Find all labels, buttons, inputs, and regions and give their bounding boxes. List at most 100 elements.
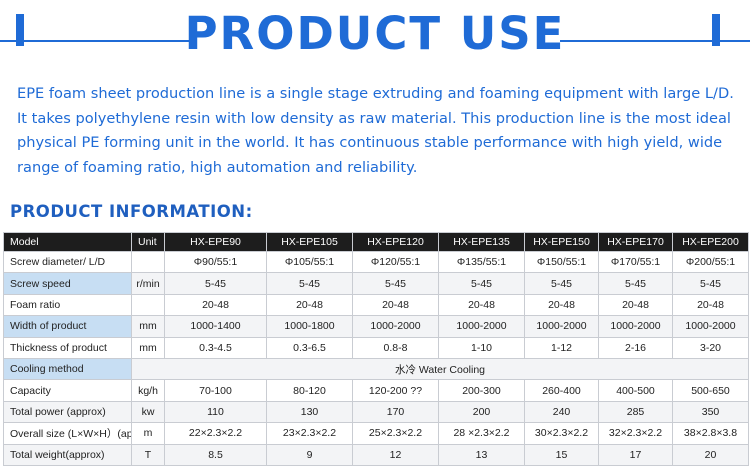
table-cell: Φ120/55:1 <box>352 250 439 274</box>
spec-table: Model Unit HX-EPE90 HX-EPE105 HX-EPE120 HX-EP… <box>3 232 749 466</box>
row-label: Total weight(approx) <box>3 443 132 466</box>
table-cell: 5-45 <box>438 272 525 295</box>
table-cell: 20-48 <box>438 293 525 317</box>
table-cell: 285 <box>598 400 673 424</box>
table-cell: 38×2.8×3.8 <box>672 422 749 445</box>
table-cell: Φ90/55:1 <box>164 250 267 274</box>
table-cell: 120-200 ?? <box>352 379 439 402</box>
table-row: Overall size (L×W×H）(approx)m22×2.3×2.22… <box>3 422 749 445</box>
row-label: Width of product <box>3 315 132 338</box>
table-cell: Φ170/55:1 <box>598 250 673 274</box>
table-cell: 500-650 <box>672 379 749 402</box>
table-cell: 20-48 <box>352 293 439 317</box>
banner-bar-right <box>712 14 720 46</box>
table-cell: 1000-2000 <box>438 315 525 338</box>
header-banner: PRODUCT USE <box>0 0 750 62</box>
table-cell: 0.3-4.5 <box>164 336 267 359</box>
header-model-name: HX-EPE135 <box>438 232 525 252</box>
table-cell: 110 <box>164 400 267 424</box>
table-cell: 13 <box>438 443 525 466</box>
table-header-row: Model Unit HX-EPE90 HX-EPE105 HX-EPE120 HX-EP… <box>3 232 749 252</box>
table-cell: 1000-1400 <box>164 315 267 338</box>
table-cell: 20 <box>672 443 749 466</box>
table-cell: 70-100 <box>164 379 267 402</box>
table-cell: Φ105/55:1 <box>266 250 353 274</box>
table-cell: 5-45 <box>598 272 673 295</box>
table-cell: 200-300 <box>438 379 525 402</box>
table-cell: 20-48 <box>598 293 673 317</box>
table-cell: 240 <box>524 400 599 424</box>
banner-line-right <box>560 40 750 42</box>
banner-bar-left <box>16 14 24 46</box>
row-label: Thickness of product <box>3 336 132 359</box>
banner-line-left <box>0 40 190 42</box>
cooling-method-value: 水冷 Water Cooling <box>131 357 749 381</box>
row-label: Capacity <box>3 379 132 402</box>
table-cell: 5-45 <box>672 272 749 295</box>
header-model: Model <box>3 232 132 252</box>
row-label: Screw diameter/ L/D <box>3 250 132 274</box>
row-unit <box>131 293 165 317</box>
row-unit: kw <box>131 400 165 424</box>
row-unit: mm <box>131 315 165 338</box>
table-row: Cooling method 水冷 Water Cooling <box>3 357 749 381</box>
row-label: Total power (approx) <box>3 400 132 424</box>
table-cell: 32×2.3×2.2 <box>598 422 673 445</box>
table-cell: 15 <box>524 443 599 466</box>
table-cell: 12 <box>352 443 439 466</box>
table-cell: Φ135/55:1 <box>438 250 525 274</box>
table-cell: 1000-2000 <box>352 315 439 338</box>
section-title: PRODUCT INFORMATION: <box>10 202 253 221</box>
table-row: Screw diameter/ L/D Φ90/55:1 Φ105/55:1 Φ120… <box>3 250 749 274</box>
row-unit <box>131 250 165 274</box>
table-cell: 25×2.3×2.2 <box>352 422 439 445</box>
table-cell: 20-48 <box>164 293 267 317</box>
table-cell: 200 <box>438 400 525 424</box>
header-model-name: HX-EPE120 <box>352 232 439 252</box>
table-cell: 2-16 <box>598 336 673 359</box>
header-model-name: HX-EPE150 <box>524 232 599 252</box>
table-cell: 400-500 <box>598 379 673 402</box>
table-row: Thickness of product mm 0.3-4.5 0.3-6.5 0.8-… <box>3 336 749 359</box>
table-cell: 130 <box>266 400 353 424</box>
table-row: Foam ratio 20-48 20-48 20-48 20-48 20-48 20-48… <box>3 293 749 317</box>
header-model-name: HX-EPE105 <box>266 232 353 252</box>
table-cell: 1000-2000 <box>598 315 673 338</box>
table-cell: 1000-2000 <box>524 315 599 338</box>
table-cell: 1000-1800 <box>266 315 353 338</box>
table-cell: 1000-2000 <box>672 315 749 338</box>
table-row: Capacity kg/h 70-100 80-120 120-200 ?? 200-30… <box>3 379 749 402</box>
row-unit: T <box>131 443 165 466</box>
row-unit: mm <box>131 336 165 359</box>
table-cell: 20-48 <box>672 293 749 317</box>
page-title: PRODUCT USE <box>184 7 566 60</box>
row-label: Foam ratio <box>3 293 132 317</box>
table-row: Screw speed r/min 5-45 5-45 5-45 5-45 5-45 5-45… <box>3 272 749 295</box>
header-model-name: HX-EPE200 <box>672 232 749 252</box>
header-model-name: HX-EPE170 <box>598 232 673 252</box>
table-cell: 5-45 <box>352 272 439 295</box>
table-cell: 1-10 <box>438 336 525 359</box>
table-row: Width of product mm 1000-1400 1000-1800 1000… <box>3 315 749 338</box>
row-unit: r/min <box>131 272 165 295</box>
spec-table-container: Model Unit HX-EPE90 HX-EPE105 HX-EPE120 HX-EP… <box>3 232 749 466</box>
table-cell: 5-45 <box>524 272 599 295</box>
row-label: Overall size (L×W×H）(approx) <box>3 422 132 445</box>
table-cell: 23×2.3×2.2 <box>266 422 353 445</box>
table-cell: 5-45 <box>164 272 267 295</box>
table-cell: 8.5 <box>164 443 267 466</box>
header-model-name: HX-EPE90 <box>164 232 267 252</box>
row-unit: m <box>131 422 165 445</box>
table-cell: Φ150/55:1 <box>524 250 599 274</box>
row-label: Screw speed <box>3 272 132 295</box>
table-cell: 1-12 <box>524 336 599 359</box>
header-unit: Unit <box>131 232 165 252</box>
row-unit: kg/h <box>131 379 165 402</box>
table-cell: 28 ×2.3×2.2 <box>438 422 525 445</box>
table-cell: 9 <box>266 443 353 466</box>
table-cell: 0.3-6.5 <box>266 336 353 359</box>
table-cell: 170 <box>352 400 439 424</box>
table-cell: 80-120 <box>266 379 353 402</box>
table-cell: 20-48 <box>266 293 353 317</box>
table-cell: 17 <box>598 443 673 466</box>
